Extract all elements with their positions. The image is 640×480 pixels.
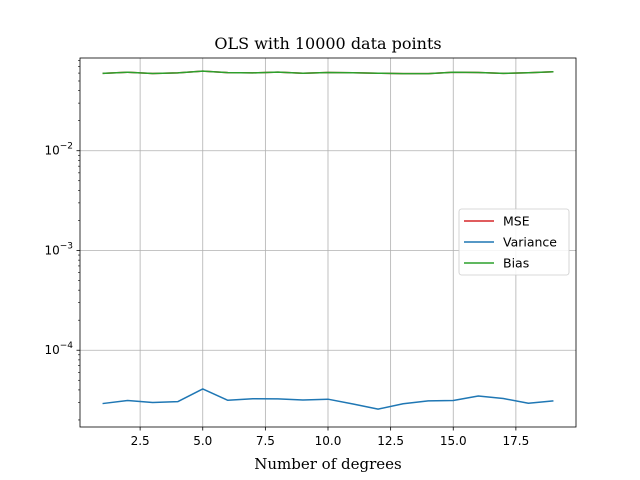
- y-tick-label-base: 10: [44, 144, 59, 158]
- y-axis-ticks: 10−210−310−4: [44, 60, 80, 421]
- x-axis-label: Number of degrees: [254, 455, 401, 473]
- x-tick-label: 2.5: [131, 434, 150, 448]
- y-tick-label-base: 10: [44, 243, 59, 257]
- x-tick-label: 5.0: [193, 434, 212, 448]
- legend-label-bias: Bias: [503, 256, 529, 271]
- series-line-bias: [102, 70, 554, 75]
- legend-label-mse: MSE: [503, 214, 530, 229]
- y-tick-label: 10−2: [44, 142, 73, 158]
- y-tick-label-exponent: −4: [60, 341, 74, 351]
- x-tick-label: 15.0: [440, 434, 467, 448]
- chart-title: OLS with 10000 data points: [214, 34, 441, 53]
- legend-label-variance: Variance: [503, 235, 557, 250]
- x-axis-ticks: 2.5 5.0 7.5 10.0 12.5 15.0 17.5: [131, 427, 530, 448]
- y-tick-label: 10−4: [44, 341, 73, 357]
- y-tick-label-exponent: −2: [60, 142, 73, 152]
- legend: MSE Variance Bias: [458, 208, 570, 276]
- x-tick-label: 17.5: [503, 434, 530, 448]
- series-line-variance: [102, 388, 554, 410]
- x-tick-label: 10.0: [315, 434, 342, 448]
- x-tick-label: 12.5: [377, 434, 404, 448]
- series-layer: [102, 70, 554, 410]
- y-tick-label: 10−3: [44, 241, 73, 257]
- y-tick-label-base: 10: [44, 343, 59, 357]
- legend-box: [458, 208, 570, 276]
- y-tick-label-exponent: −3: [60, 241, 73, 251]
- x-tick-label: 7.5: [256, 434, 275, 448]
